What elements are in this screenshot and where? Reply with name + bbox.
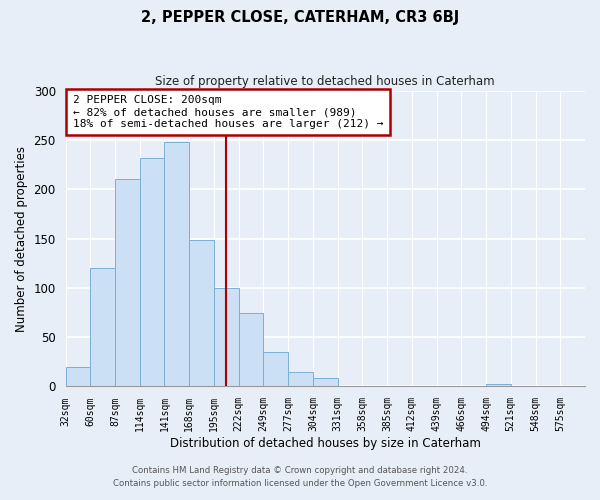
Y-axis label: Number of detached properties: Number of detached properties <box>15 146 28 332</box>
Bar <box>164 142 189 386</box>
Text: 2, PEPPER CLOSE, CATERHAM, CR3 6BJ: 2, PEPPER CLOSE, CATERHAM, CR3 6BJ <box>141 10 459 25</box>
Bar <box>486 384 511 386</box>
Bar <box>313 378 338 386</box>
X-axis label: Distribution of detached houses by size in Caterham: Distribution of detached houses by size … <box>170 437 481 450</box>
Bar <box>140 158 164 386</box>
Bar <box>65 366 90 386</box>
Bar <box>189 240 214 386</box>
Text: Contains HM Land Registry data © Crown copyright and database right 2024.
Contai: Contains HM Land Registry data © Crown c… <box>113 466 487 487</box>
Title: Size of property relative to detached houses in Caterham: Size of property relative to detached ho… <box>155 75 495 88</box>
Bar <box>288 372 313 386</box>
Bar <box>214 288 239 386</box>
Bar <box>90 268 115 386</box>
Bar <box>115 180 140 386</box>
Bar <box>263 352 288 386</box>
Text: 2 PEPPER CLOSE: 200sqm
← 82% of detached houses are smaller (989)
18% of semi-de: 2 PEPPER CLOSE: 200sqm ← 82% of detached… <box>73 96 383 128</box>
Bar <box>239 314 263 386</box>
